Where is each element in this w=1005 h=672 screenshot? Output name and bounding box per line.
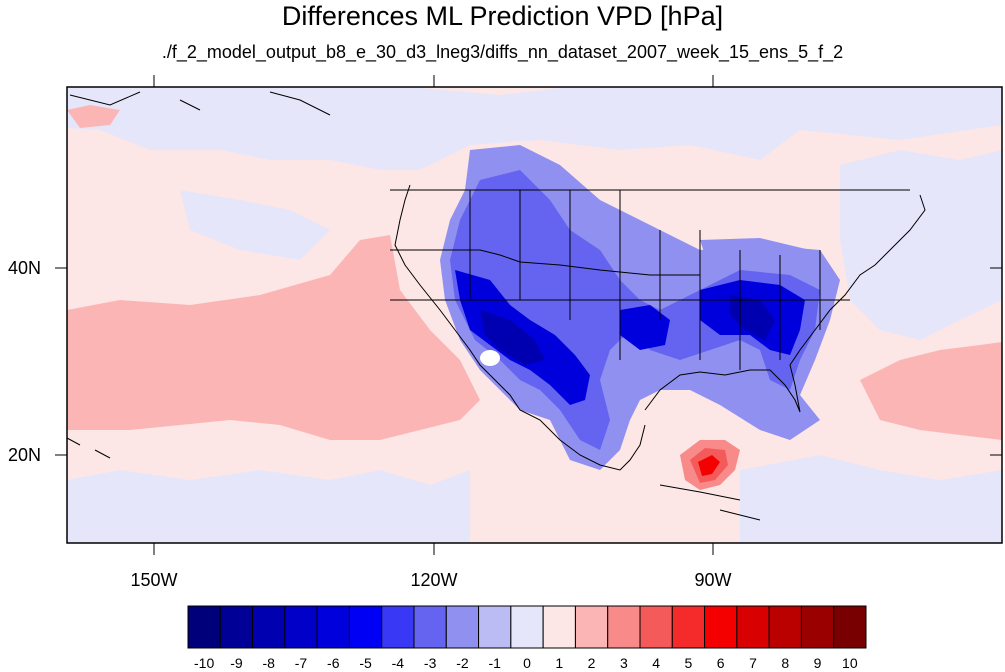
colorbar-swatch: [219, 605, 254, 649]
baja-hole: [480, 350, 500, 366]
lat-label-20n: 20N: [8, 445, 42, 465]
colorbar-label: 1: [555, 655, 564, 671]
colorbar-label: 3: [619, 655, 628, 671]
colorbar-swatch: [252, 605, 286, 649]
positive-areas: [67, 105, 1002, 440]
colorbar-label: -3: [423, 655, 437, 671]
colorbar-swatch: [736, 605, 770, 649]
colorbar-label: -10: [194, 655, 215, 671]
colorbar-label: 0: [523, 655, 531, 671]
colorbar-label: 5: [684, 655, 693, 671]
colorbar-label: 9: [813, 655, 822, 671]
coastlines: [67, 91, 926, 521]
colorbar-label: -4: [391, 655, 405, 671]
colorbar-swatch: [607, 605, 641, 649]
colorbar-swatch: [316, 605, 350, 649]
colorbar-swatch: [833, 605, 867, 649]
colorbar-label: 10: [842, 655, 858, 671]
darkest-negative-areas: [480, 295, 775, 365]
colorbar-swatch: [639, 605, 673, 649]
colorbar-label: -1: [488, 655, 501, 671]
colorbar: [187, 605, 867, 649]
colorbar-label: 8: [781, 655, 790, 671]
colorbar-swatch: [348, 605, 383, 649]
colorbar-swatch: [478, 605, 512, 649]
lon-label-150w: 150W: [130, 570, 178, 590]
axis-ticks: [55, 75, 1002, 555]
lon-label-90w: 90W: [694, 570, 732, 590]
lon-label-120w: 120W: [410, 570, 458, 590]
colorbar-swatch: [768, 605, 802, 649]
map-title: Differences ML Prediction VPD [hPa]: [281, 1, 724, 31]
lat-label-40n: 40N: [8, 258, 42, 278]
colorbar-swatch: [800, 605, 835, 649]
colorbar-swatch: [704, 605, 738, 649]
colorbar-swatch: [445, 605, 480, 649]
colorbar-label: -6: [327, 655, 340, 671]
caribbean-positive-anomaly: [680, 440, 740, 490]
colorbar-label: -7: [294, 655, 308, 671]
colorbar-swatch: [542, 605, 576, 649]
colorbar-swatch: [187, 605, 221, 649]
colorbar-swatch: [381, 605, 415, 649]
colorbar-label: -8: [262, 655, 275, 671]
colorbar-label: -2: [456, 655, 469, 671]
light-negative-areas: [67, 88, 1002, 543]
colorbar-swatch: [574, 605, 609, 649]
colorbar-swatch: [671, 605, 706, 649]
map-frame: [66, 86, 1003, 544]
colorbar-label: 2: [587, 655, 596, 671]
colorbar-swatch: [284, 605, 318, 649]
colorbar-swatch: [413, 605, 447, 649]
colorbar-swatch: [510, 605, 544, 649]
colorbar-label: 6: [716, 655, 725, 671]
map-field: [67, 87, 1002, 543]
colorbar-label: 4: [652, 655, 661, 671]
colorbar-label: -5: [359, 655, 372, 671]
map-subtitle: ./f_2_model_output_b8_e_30_d3_lneg3/diff…: [161, 42, 844, 62]
colorbar-label: -9: [230, 655, 243, 671]
colorbar-label: 7: [749, 655, 757, 671]
